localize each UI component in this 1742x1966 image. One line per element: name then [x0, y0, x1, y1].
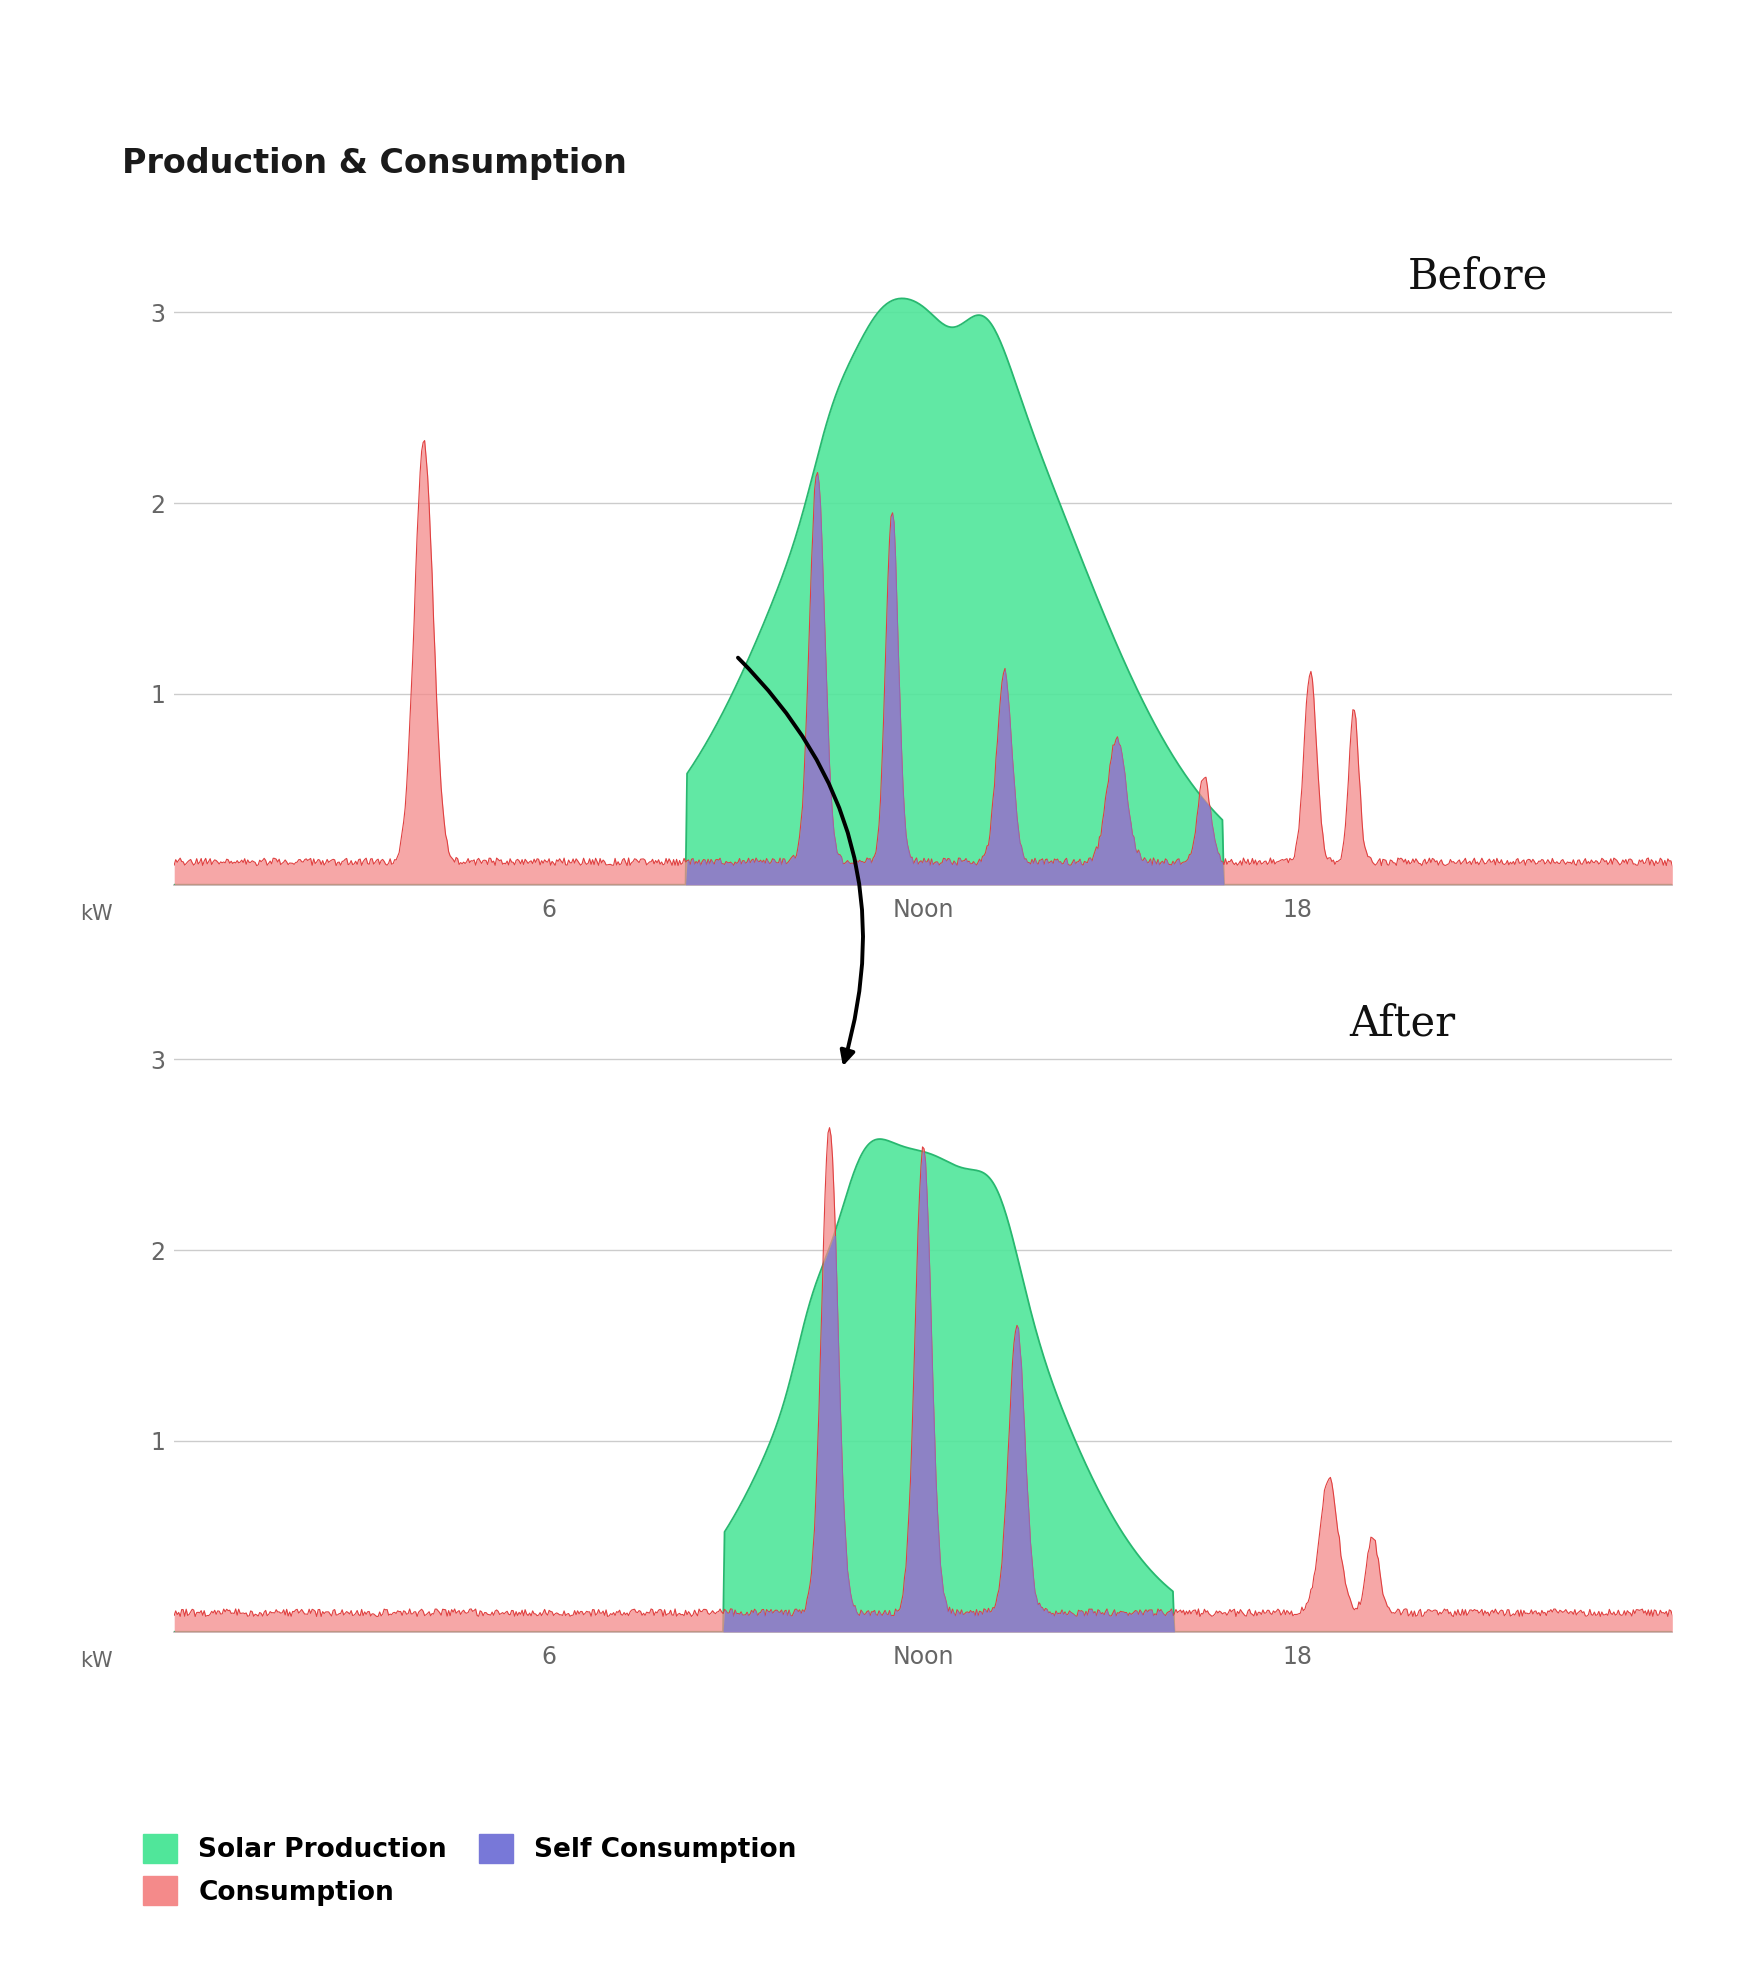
Legend: Solar Production, Consumption, Self Consumption: Solar Production, Consumption, Self Cons…	[136, 1826, 805, 1913]
Text: kW: kW	[80, 1651, 113, 1671]
Text: Before: Before	[1408, 256, 1547, 297]
Text: After: After	[1350, 1003, 1456, 1044]
Text: Production & Consumption: Production & Consumption	[122, 147, 627, 181]
Text: kW: kW	[80, 904, 113, 924]
